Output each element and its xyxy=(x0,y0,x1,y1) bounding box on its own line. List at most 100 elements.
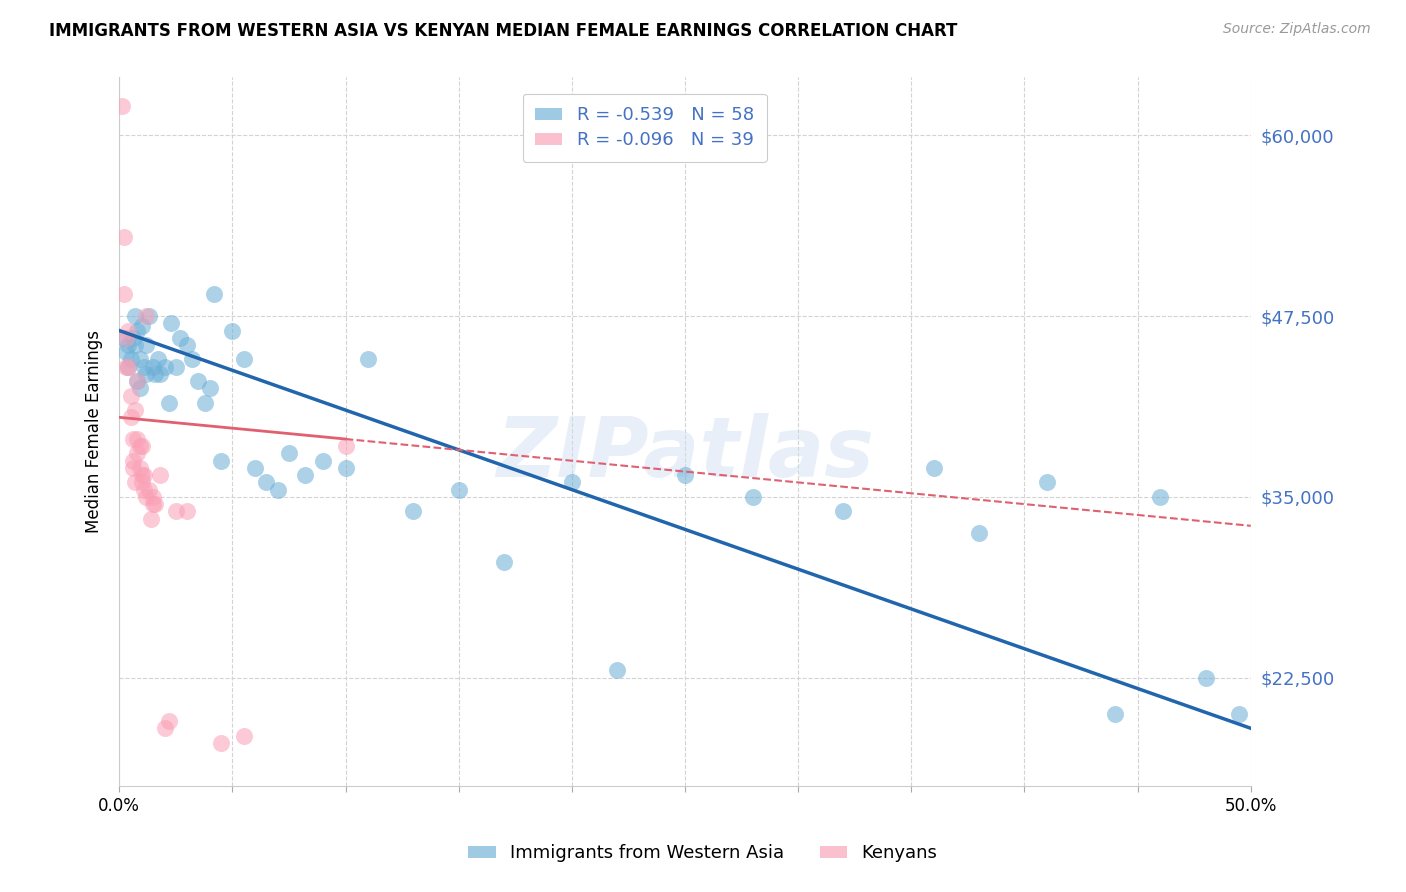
Point xyxy=(169,331,191,345)
Text: ZIPatlas: ZIPatlas xyxy=(496,413,875,493)
Point xyxy=(131,475,153,490)
Point xyxy=(180,352,202,367)
Point xyxy=(187,374,209,388)
Point xyxy=(165,359,187,374)
Legend: Immigrants from Western Asia, Kenyans: Immigrants from Western Asia, Kenyans xyxy=(461,838,945,870)
Point xyxy=(1149,490,1171,504)
Point xyxy=(124,338,146,352)
Point xyxy=(922,461,945,475)
Point xyxy=(176,338,198,352)
Point xyxy=(1104,706,1126,721)
Point xyxy=(146,352,169,367)
Point xyxy=(115,359,138,374)
Point xyxy=(138,309,160,323)
Point xyxy=(1036,475,1059,490)
Point xyxy=(209,454,232,468)
Point xyxy=(121,454,143,468)
Point xyxy=(112,287,135,301)
Point xyxy=(121,461,143,475)
Point xyxy=(335,439,357,453)
Point xyxy=(135,367,157,381)
Point xyxy=(124,475,146,490)
Point xyxy=(124,309,146,323)
Point xyxy=(145,367,167,381)
Point xyxy=(492,555,515,569)
Point xyxy=(221,324,243,338)
Point xyxy=(198,381,221,395)
Point xyxy=(117,324,139,338)
Point xyxy=(1229,706,1251,721)
Point xyxy=(134,359,156,374)
Point xyxy=(157,396,180,410)
Point xyxy=(120,389,142,403)
Point xyxy=(312,454,335,468)
Point xyxy=(832,504,855,518)
Point xyxy=(145,497,167,511)
Point xyxy=(266,483,288,497)
Point xyxy=(254,475,277,490)
Point xyxy=(202,287,225,301)
Point xyxy=(117,359,139,374)
Point xyxy=(134,483,156,497)
Point xyxy=(120,410,142,425)
Point xyxy=(176,504,198,518)
Point xyxy=(153,359,176,374)
Point xyxy=(149,468,172,483)
Point xyxy=(135,338,157,352)
Point xyxy=(135,309,157,323)
Point xyxy=(110,99,132,113)
Point xyxy=(120,352,142,367)
Point xyxy=(561,475,583,490)
Point xyxy=(1194,671,1216,685)
Point xyxy=(128,381,150,395)
Point xyxy=(115,345,138,359)
Point xyxy=(112,229,135,244)
Point xyxy=(131,319,153,334)
Point xyxy=(139,511,162,525)
Point xyxy=(142,359,165,374)
Point xyxy=(127,432,149,446)
Point xyxy=(194,396,217,410)
Text: IMMIGRANTS FROM WESTERN ASIA VS KENYAN MEDIAN FEMALE EARNINGS CORRELATION CHART: IMMIGRANTS FROM WESTERN ASIA VS KENYAN M… xyxy=(49,22,957,40)
Point xyxy=(128,439,150,453)
Point xyxy=(402,504,425,518)
Point xyxy=(127,446,149,460)
Point xyxy=(165,504,187,518)
Point xyxy=(117,338,139,352)
Point xyxy=(606,664,628,678)
Y-axis label: Median Female Earnings: Median Female Earnings xyxy=(86,330,103,533)
Point xyxy=(157,714,180,728)
Point xyxy=(335,461,357,475)
Point xyxy=(160,316,183,330)
Point xyxy=(124,403,146,417)
Point xyxy=(135,490,157,504)
Point xyxy=(742,490,765,504)
Point xyxy=(134,468,156,483)
Point xyxy=(117,359,139,374)
Text: Source: ZipAtlas.com: Source: ZipAtlas.com xyxy=(1223,22,1371,37)
Point xyxy=(153,721,176,735)
Point xyxy=(357,352,380,367)
Point xyxy=(128,461,150,475)
Point xyxy=(131,439,153,453)
Point xyxy=(121,432,143,446)
Legend: R = -0.539   N = 58, R = -0.096   N = 39: R = -0.539 N = 58, R = -0.096 N = 39 xyxy=(523,94,766,162)
Point xyxy=(127,374,149,388)
Point xyxy=(243,461,266,475)
Point xyxy=(128,352,150,367)
Point xyxy=(121,331,143,345)
Point xyxy=(127,374,149,388)
Point xyxy=(131,468,153,483)
Point xyxy=(232,352,254,367)
Point xyxy=(967,526,990,541)
Point xyxy=(447,483,470,497)
Point xyxy=(112,331,135,345)
Point xyxy=(142,490,165,504)
Point xyxy=(673,468,696,483)
Point xyxy=(209,736,232,750)
Point xyxy=(138,483,160,497)
Point xyxy=(115,331,138,345)
Point xyxy=(142,497,165,511)
Point xyxy=(294,468,316,483)
Point xyxy=(127,324,149,338)
